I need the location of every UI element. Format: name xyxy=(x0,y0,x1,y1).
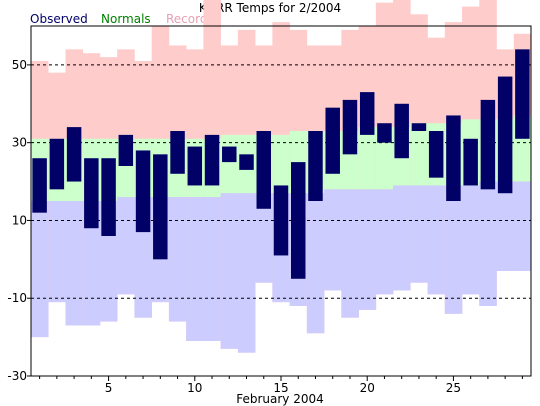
x-axis: 5 10 15 20 25 xyxy=(39,376,523,395)
y-axis: -30 -10 10 30 50 xyxy=(7,58,31,383)
observed-bar-day-27 xyxy=(480,99,496,190)
low-band-day-27 xyxy=(479,181,497,306)
observed-bar-day-6 xyxy=(118,134,134,166)
low-band-day-26 xyxy=(462,185,480,295)
plot-area xyxy=(30,0,532,377)
observed-bar-day-13 xyxy=(239,154,254,170)
low-band-day-25 xyxy=(444,185,463,314)
low-band-day-10 xyxy=(186,197,204,341)
observed-bar-day-22 xyxy=(394,103,409,159)
x-axis-label: February 2004 xyxy=(236,392,324,406)
x-tick-label-20: 20 xyxy=(360,381,375,395)
x-tick-label-15: 15 xyxy=(273,381,288,395)
normal-band-day-12 xyxy=(220,134,239,194)
observed-bar-day-20 xyxy=(359,92,375,135)
low-band-day-14 xyxy=(255,193,273,283)
legend: Observed Normals Records xyxy=(30,12,214,26)
observed-bar-day-23 xyxy=(411,123,427,131)
legend-entry-records: Records xyxy=(166,12,214,26)
low-band-day-29 xyxy=(513,181,532,271)
low-band-day-24 xyxy=(427,185,446,295)
x-tick-label-10: 10 xyxy=(187,381,202,395)
observed-bar-day-8 xyxy=(153,154,168,260)
x-tick-label-25: 25 xyxy=(446,381,461,395)
observed-bar-day-15 xyxy=(273,185,289,256)
y-tick-label-50: 50 xyxy=(12,58,27,72)
low-band-day-17 xyxy=(306,193,325,334)
observed-bar-day-4 xyxy=(84,158,99,229)
observed-bar-day-5 xyxy=(101,158,116,236)
observed-bar-day-10 xyxy=(187,146,203,186)
low-band-day-4 xyxy=(82,201,101,326)
low-band-day-9 xyxy=(168,197,187,322)
low-band-day-21 xyxy=(375,189,394,295)
observed-bar-day-21 xyxy=(377,123,392,143)
y-tick-label-10: 10 xyxy=(12,213,27,227)
observed-bar-day-2 xyxy=(49,138,65,190)
observed-bar-day-12 xyxy=(222,146,237,163)
low-band-day-12 xyxy=(220,193,239,349)
low-band-day-11 xyxy=(203,197,221,341)
observed-bar-day-29 xyxy=(515,49,530,139)
x-tick-label-5: 5 xyxy=(105,381,113,395)
observed-bar-day-18 xyxy=(325,107,340,174)
low-band-day-23 xyxy=(410,185,428,283)
y-tick-label--30: -30 xyxy=(7,369,27,383)
observed-bar-day-1 xyxy=(32,158,47,213)
normal-band-day-23 xyxy=(410,123,428,186)
low-band-day-3 xyxy=(65,201,84,326)
y-tick-label-30: 30 xyxy=(12,136,27,150)
observed-bar-day-17 xyxy=(308,131,323,201)
observed-bar-day-11 xyxy=(204,134,220,186)
legend-entry-observed: Observed xyxy=(30,12,88,26)
normal-band-day-20 xyxy=(358,127,377,190)
observed-bar-day-26 xyxy=(463,138,478,186)
observed-bar-day-24 xyxy=(428,131,444,178)
low-band-day-1 xyxy=(31,201,49,338)
observed-bar-day-9 xyxy=(170,131,185,174)
observed-bar-day-28 xyxy=(497,76,513,194)
low-band-day-13 xyxy=(237,193,256,353)
chart-title: KGRR Temps for 2/2004 xyxy=(199,1,341,15)
observed-bar-day-25 xyxy=(446,115,461,201)
observed-bar-day-7 xyxy=(135,150,151,233)
low-band-day-20 xyxy=(358,189,377,310)
low-band-day-19 xyxy=(341,189,359,318)
observed-bar-day-16 xyxy=(291,162,306,279)
low-band-day-18 xyxy=(324,189,342,291)
low-band-day-2 xyxy=(48,201,66,303)
observed-bar-day-3 xyxy=(66,127,82,182)
observed-bar-day-14 xyxy=(256,131,271,209)
y-tick-label--10: -10 xyxy=(7,291,27,305)
normal-band-day-15 xyxy=(272,134,290,194)
low-band-day-28 xyxy=(496,181,515,271)
observed-bar-day-19 xyxy=(342,99,358,155)
low-band-day-6 xyxy=(117,197,135,295)
legend-entry-normals: Normals xyxy=(101,12,151,26)
low-band-day-22 xyxy=(393,185,411,291)
